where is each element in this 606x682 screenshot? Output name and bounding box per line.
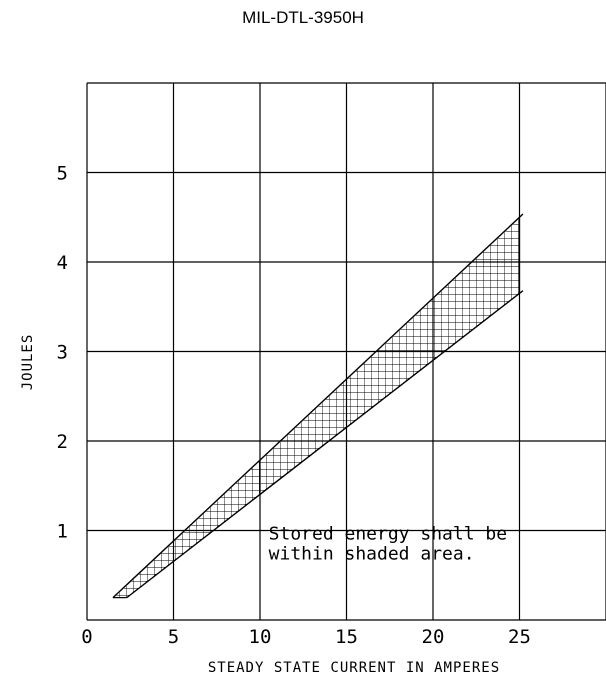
x-axis-label: STEADY STATE CURRENT IN AMPERES <box>208 660 500 676</box>
y-tick-label: 5 <box>57 163 68 185</box>
upper-bound-line <box>112 213 524 599</box>
y-tick-labels: 1 2 3 4 5 <box>57 163 68 543</box>
x-tick-label: 5 <box>168 626 179 648</box>
document-id: MIL-DTL-3950H <box>242 8 364 27</box>
x-tick-labels: 0 5 10 15 20 25 <box>81 626 531 648</box>
y-tick-label: 2 <box>57 431 68 453</box>
x-tick-label: 25 <box>508 626 531 648</box>
lower-bound-line <box>126 290 524 599</box>
y-tick-label: 1 <box>57 521 68 543</box>
annotation-line: Stored energy shall be <box>269 523 507 544</box>
x-tick-label: 15 <box>335 626 358 648</box>
y-tick-label: 4 <box>57 252 68 274</box>
x-tick-label: 20 <box>422 626 445 648</box>
shaded-band <box>112 213 524 599</box>
y-tick-label: 3 <box>57 342 68 364</box>
x-tick-label: 10 <box>249 626 272 648</box>
y-axis-label: JOULES <box>20 334 36 391</box>
annotation-line: within shaded area. <box>269 543 475 564</box>
x-tick-label: 0 <box>81 626 92 648</box>
